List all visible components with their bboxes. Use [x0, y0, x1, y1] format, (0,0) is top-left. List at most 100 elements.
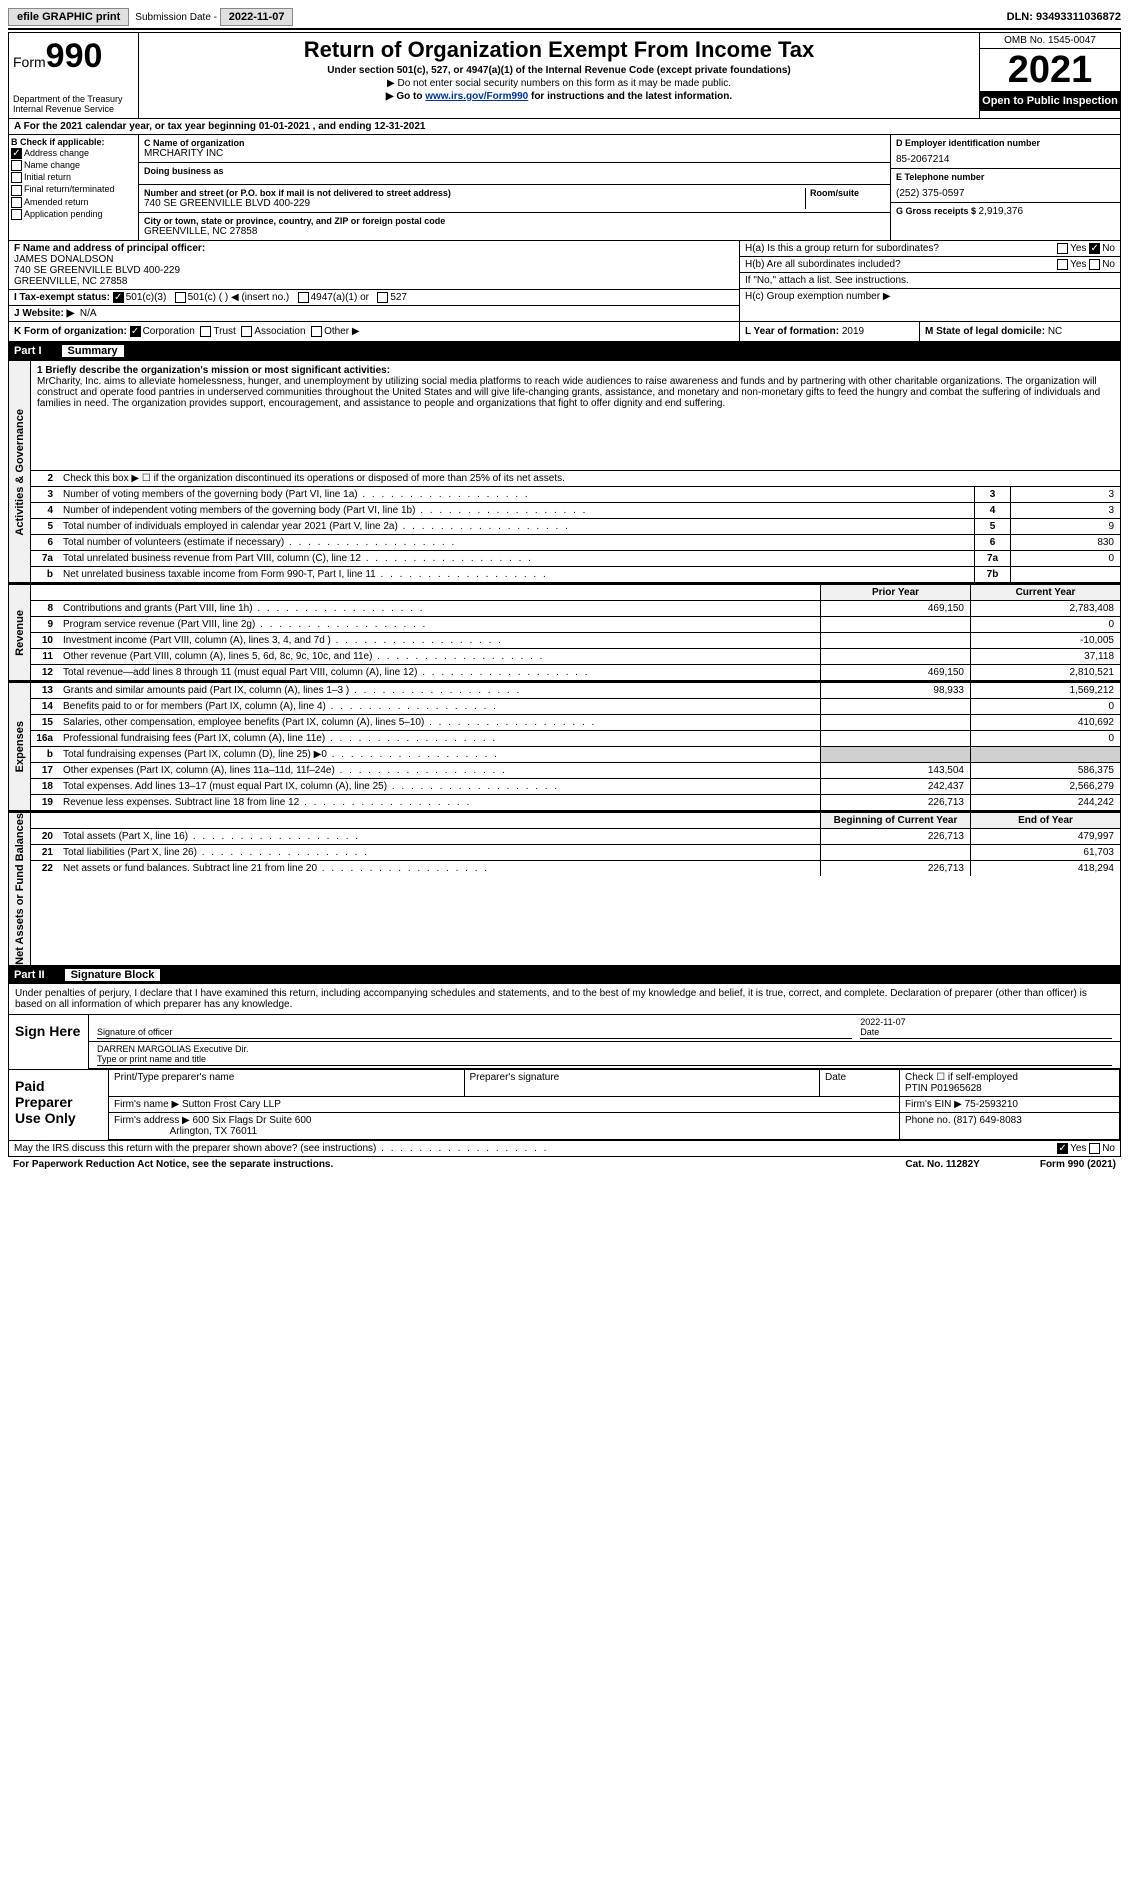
table-row: 3Number of voting members of the governi… — [31, 487, 1120, 503]
form-title: Return of Organization Exempt From Incom… — [143, 37, 975, 63]
part1-ag: Activities & Governance 1 Briefly descri… — [8, 360, 1121, 583]
chk-501c[interactable] — [175, 292, 186, 303]
sig-intro: Under penalties of perjury, I declare th… — [9, 984, 1120, 1015]
org-name: MRCHARITY INC — [144, 148, 885, 159]
subtitle-3: ▶ Go to www.irs.gov/Form990 for instruct… — [143, 91, 975, 102]
ein: 85-2067214 — [896, 154, 1115, 165]
chk-trust[interactable] — [200, 326, 211, 337]
sig-officer-label: Signature of officer — [97, 1027, 172, 1037]
line-hb-note: If "No," attach a list. See instructions… — [740, 273, 1120, 289]
table-row: 22Net assets or fund balances. Subtract … — [31, 861, 1120, 876]
mission-text: MrCharity, Inc. aims to alleviate homele… — [37, 376, 1100, 409]
room-label: Room/suite — [810, 188, 885, 198]
firm-phone: Phone no. (817) 649-8083 — [900, 1113, 1120, 1140]
section-a: B Check if applicable: ✓Address change N… — [8, 135, 1121, 241]
table-row: bTotal fundraising expenses (Part IX, co… — [31, 747, 1120, 763]
subtitle-2: ▶ Do not enter social security numbers o… — [143, 78, 975, 89]
chk-application-pending[interactable]: Application pending — [11, 209, 136, 220]
line-2: 2Check this box ▶ ☐ if the organization … — [31, 471, 1120, 487]
chk-discuss-yes[interactable]: ✓ — [1057, 1143, 1068, 1154]
section-fhij: F Name and address of principal officer:… — [8, 241, 1121, 322]
chk-other[interactable] — [311, 326, 322, 337]
chk-amended[interactable]: Amended return — [11, 197, 136, 208]
prep-date-label: Date — [820, 1070, 900, 1097]
tax-year: 2021 — [980, 49, 1120, 91]
table-row: 16aProfessional fundraising fees (Part I… — [31, 731, 1120, 747]
chk-501c3[interactable]: ✓ — [113, 292, 124, 303]
omb-number: OMB No. 1545-0047 — [980, 33, 1120, 49]
paid-label: Paid Preparer Use Only — [9, 1070, 109, 1140]
chk-ha-yes[interactable] — [1057, 243, 1068, 254]
table-row: 17Other expenses (Part IX, column (A), l… — [31, 763, 1120, 779]
vtab-exp: Expenses — [9, 683, 31, 810]
firm-name-row: Firm's name ▶ Sutton Frost Cary LLP — [109, 1097, 900, 1113]
paid-preparer: Paid Preparer Use Only Print/Type prepar… — [8, 1070, 1121, 1141]
part2-header: Part IISignature Block — [8, 966, 1121, 984]
firm-addr-row: Firm's address ▶ 600 Six Flags Dr Suite … — [109, 1113, 900, 1140]
part1-exp: Expenses 13Grants and similar amounts pa… — [8, 681, 1121, 811]
chk-4947[interactable] — [298, 292, 309, 303]
table-row: 12Total revenue—add lines 8 through 11 (… — [31, 665, 1120, 680]
chk-initial-return[interactable]: Initial return — [11, 172, 136, 183]
col-headers-boy-eoy: Beginning of Current YearEnd of Year — [31, 813, 1120, 829]
chk-final-return[interactable]: Final return/terminated — [11, 184, 136, 195]
chk-hb-yes[interactable] — [1057, 259, 1068, 270]
line-hc: H(c) Group exemption number ▶ — [740, 289, 1120, 304]
col-headers-py-cy: Prior YearCurrent Year — [31, 585, 1120, 601]
col-c: C Name of organizationMRCHARITY INC Doin… — [139, 135, 890, 240]
table-row: 15Salaries, other compensation, employee… — [31, 715, 1120, 731]
dba-label: Doing business as — [144, 166, 885, 176]
form-ref: Form 990 (2021) — [1040, 1159, 1116, 1170]
submission-date-label: Submission Date - 2022-11-07 — [135, 11, 293, 23]
col-b-checkboxes: B Check if applicable: ✓Address change N… — [9, 135, 139, 240]
mission-block: 1 Briefly describe the organization's mi… — [31, 361, 1120, 471]
table-row: 9Program service revenue (Part VIII, lin… — [31, 617, 1120, 633]
line-ha: H(a) Is this a group return for subordin… — [740, 241, 1120, 257]
chk-corp[interactable]: ✓ — [130, 326, 141, 337]
chk-address-change[interactable]: ✓Address change — [11, 148, 136, 159]
table-row: 7aTotal unrelated business revenue from … — [31, 551, 1120, 567]
part1-header: Part ISummary — [8, 342, 1121, 360]
discuss-row: May the IRS discuss this return with the… — [8, 1141, 1121, 1157]
table-row: 8Contributions and grants (Part VIII, li… — [31, 601, 1120, 617]
chk-discuss-no[interactable] — [1089, 1143, 1100, 1154]
vtab-rev: Revenue — [9, 585, 31, 680]
ein-label: D Employer identification number — [896, 138, 1115, 148]
city-label: City or town, state or province, country… — [144, 216, 885, 226]
table-row: 18Total expenses. Add lines 13–17 (must … — [31, 779, 1120, 795]
klm-row: K Form of organization: ✓Corporation Tru… — [8, 322, 1121, 342]
sign-here-label: Sign Here — [9, 1015, 89, 1069]
line-k: K Form of organization: ✓Corporation Tru… — [9, 322, 740, 341]
vtab-ag: Activities & Governance — [9, 361, 31, 582]
table-row: 13Grants and similar amounts paid (Part … — [31, 683, 1120, 699]
chk-name-change[interactable]: Name change — [11, 160, 136, 171]
prep-name-label: Print/Type preparer's name — [109, 1070, 465, 1097]
part1-net: Net Assets or Fund Balances Beginning of… — [8, 811, 1121, 966]
table-row: 14Benefits paid to or for members (Part … — [31, 699, 1120, 715]
col-d: D Employer identification number 85-20672… — [890, 135, 1120, 240]
irs-link[interactable]: www.irs.gov/Form990 — [425, 91, 528, 102]
topbar: efile GRAPHIC print Submission Date - 20… — [8, 8, 1121, 30]
prep-sig-label: Preparer's signature — [465, 1070, 821, 1097]
firm-ein: Firm's EIN ▶ 75-2593210 — [900, 1097, 1120, 1113]
table-row: 19Revenue less expenses. Subtract line 1… — [31, 795, 1120, 810]
city: GREENVILLE, NC 27858 — [144, 226, 885, 237]
form-number: Form990 — [13, 37, 134, 76]
chk-ha-no[interactable]: ✓ — [1089, 243, 1100, 254]
subtitle-1: Under section 501(c), 527, or 4947(a)(1)… — [143, 65, 975, 76]
addr: 740 SE GREENVILLE BLVD 400-229 — [144, 198, 805, 209]
table-row: 20Total assets (Part X, line 16)226,7134… — [31, 829, 1120, 845]
table-row: 5Total number of individuals employed in… — [31, 519, 1120, 535]
line-m: M State of legal domicile: NC — [920, 322, 1120, 341]
chk-hb-no[interactable] — [1089, 259, 1100, 270]
dln: DLN: 93493311036872 — [1007, 11, 1121, 23]
table-row: 10Investment income (Part VIII, column (… — [31, 633, 1120, 649]
chk-assoc[interactable] — [241, 326, 252, 337]
footer-row: For Paperwork Reduction Act Notice, see … — [8, 1157, 1121, 1172]
submission-date-button[interactable]: 2022-11-07 — [220, 8, 294, 26]
pra-notice: For Paperwork Reduction Act Notice, see … — [13, 1159, 333, 1170]
table-row: 21Total liabilities (Part X, line 26)61,… — [31, 845, 1120, 861]
gross-label: G Gross receipts $ — [896, 206, 979, 216]
chk-527[interactable] — [377, 292, 388, 303]
efile-print-button[interactable]: efile GRAPHIC print — [8, 8, 129, 26]
